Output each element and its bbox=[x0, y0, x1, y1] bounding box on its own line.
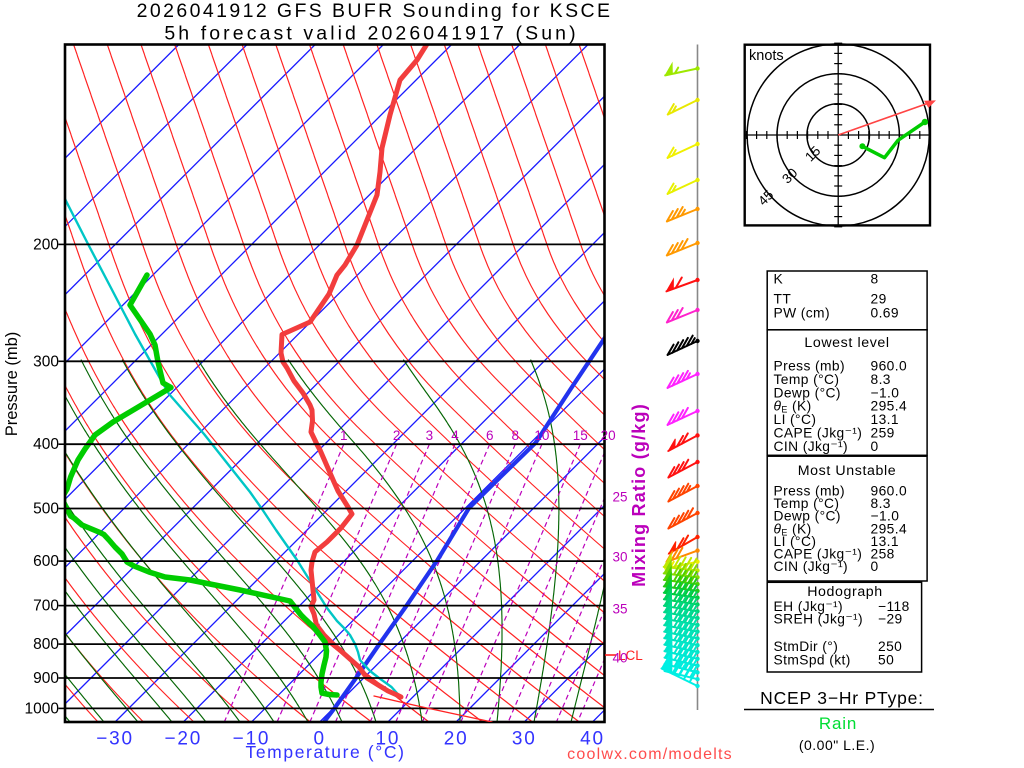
svg-text:10: 10 bbox=[534, 428, 549, 443]
svg-text:6: 6 bbox=[486, 428, 494, 443]
svg-text:knots: knots bbox=[749, 48, 784, 64]
svg-text:CIN (Jkg⁻¹): CIN (Jkg⁻¹) bbox=[774, 439, 849, 454]
svg-text:40: 40 bbox=[580, 729, 605, 750]
svg-text:295.4: 295.4 bbox=[871, 399, 908, 414]
svg-text:960.0: 960.0 bbox=[871, 484, 908, 499]
svg-text:Most Unstable: Most Unstable bbox=[798, 463, 896, 479]
svg-text:0: 0 bbox=[871, 559, 879, 574]
svg-text:coolwx.com/modelts: coolwx.com/modelts bbox=[567, 746, 733, 763]
svg-text:NCEP 3−Hr PType:: NCEP 3−Hr PType: bbox=[760, 688, 924, 708]
svg-text:5h forecast valid 2026041917 (: 5h forecast valid 2026041917 (Sun) bbox=[164, 23, 578, 45]
svg-text:0.69: 0.69 bbox=[871, 306, 899, 321]
svg-text:−30: −30 bbox=[96, 729, 134, 750]
svg-text:200: 200 bbox=[33, 236, 59, 253]
svg-text:−20: −20 bbox=[164, 729, 202, 750]
svg-text:258: 258 bbox=[871, 547, 895, 562]
svg-text:−1.0: −1.0 bbox=[871, 509, 900, 524]
svg-text:30: 30 bbox=[512, 729, 537, 750]
svg-text:13.1: 13.1 bbox=[871, 534, 899, 549]
svg-text:15: 15 bbox=[573, 428, 588, 443]
svg-text:LCL: LCL bbox=[618, 648, 643, 663]
svg-text:3: 3 bbox=[426, 428, 434, 443]
svg-text:StmSpd (kt): StmSpd (kt) bbox=[774, 652, 851, 667]
svg-text:K: K bbox=[774, 272, 784, 287]
svg-text:θE (K): θE (K) bbox=[774, 521, 812, 537]
svg-text:LI (°C): LI (°C) bbox=[774, 534, 817, 549]
svg-text:CIN (Jkg⁻¹): CIN (Jkg⁻¹) bbox=[774, 559, 849, 574]
svg-text:40: 40 bbox=[612, 651, 627, 666]
svg-text:800: 800 bbox=[33, 636, 59, 653]
svg-text:4: 4 bbox=[451, 428, 459, 443]
svg-text:500: 500 bbox=[33, 501, 59, 518]
svg-text:SREH (Jkg⁻¹): SREH (Jkg⁻¹) bbox=[774, 612, 864, 627]
svg-text:20: 20 bbox=[601, 428, 616, 443]
svg-text:10: 10 bbox=[376, 729, 401, 750]
svg-text:300: 300 bbox=[33, 353, 59, 370]
svg-text:CAPE (Jkg⁻¹): CAPE (Jkg⁻¹) bbox=[774, 426, 863, 441]
svg-text:−10: −10 bbox=[233, 729, 271, 750]
svg-text:TT: TT bbox=[774, 292, 792, 307]
svg-text:Lowest level: Lowest level bbox=[804, 335, 889, 351]
svg-text:Temp (°C): Temp (°C) bbox=[774, 496, 840, 511]
svg-text:1: 1 bbox=[340, 428, 348, 443]
svg-text:(0.00" L.E.): (0.00" L.E.) bbox=[799, 737, 875, 753]
svg-text:PW (cm): PW (cm) bbox=[774, 306, 830, 321]
svg-text:EH (Jkg⁻¹): EH (Jkg⁻¹) bbox=[774, 599, 844, 614]
svg-text:29: 29 bbox=[871, 292, 887, 307]
svg-text:Press (mb): Press (mb) bbox=[774, 359, 845, 374]
svg-text:−1.0: −1.0 bbox=[871, 385, 900, 400]
svg-text:8.3: 8.3 bbox=[871, 496, 891, 511]
svg-text:Press (mb): Press (mb) bbox=[774, 484, 845, 499]
svg-text:2: 2 bbox=[393, 428, 401, 443]
svg-text:Temperature (°C): Temperature (°C) bbox=[246, 742, 406, 762]
svg-text:2026041912 GFS BUFR Sounding f: 2026041912 GFS BUFR Sounding for KSCE bbox=[137, 0, 613, 22]
svg-text:8: 8 bbox=[871, 272, 879, 287]
svg-text:−118: −118 bbox=[878, 599, 910, 614]
svg-text:LI (°C): LI (°C) bbox=[774, 412, 817, 427]
svg-text:StmDir (°): StmDir (°) bbox=[774, 639, 839, 654]
svg-text:30: 30 bbox=[612, 550, 627, 565]
svg-text:θE (K): θE (K) bbox=[774, 399, 812, 415]
svg-text:700: 700 bbox=[33, 598, 59, 615]
svg-text:Temp (°C): Temp (°C) bbox=[774, 372, 840, 387]
svg-text:35: 35 bbox=[612, 602, 627, 617]
svg-text:CAPE (Jkg⁻¹): CAPE (Jkg⁻¹) bbox=[774, 547, 863, 562]
svg-text:0: 0 bbox=[314, 729, 326, 750]
svg-text:Rain: Rain bbox=[819, 714, 857, 733]
svg-text:Dewp (°C): Dewp (°C) bbox=[774, 385, 841, 400]
svg-text:8.3: 8.3 bbox=[871, 372, 891, 387]
svg-text:50: 50 bbox=[878, 652, 894, 667]
svg-text:400: 400 bbox=[33, 436, 59, 453]
svg-text:Mixing Ratio (g/kg): Mixing Ratio (g/kg) bbox=[629, 403, 649, 587]
svg-text:295.4: 295.4 bbox=[871, 521, 908, 536]
svg-text:20: 20 bbox=[444, 729, 469, 750]
svg-text:0: 0 bbox=[871, 439, 879, 454]
svg-text:1000: 1000 bbox=[25, 700, 60, 717]
svg-text:Dewp (°C): Dewp (°C) bbox=[774, 509, 841, 524]
svg-text:900: 900 bbox=[33, 670, 59, 687]
svg-text:−29: −29 bbox=[878, 612, 903, 627]
svg-text:600: 600 bbox=[33, 553, 59, 570]
svg-text:250: 250 bbox=[878, 639, 902, 654]
svg-text:Hodograph: Hodograph bbox=[807, 584, 883, 600]
svg-text:13.1: 13.1 bbox=[871, 412, 899, 427]
svg-text:960.0: 960.0 bbox=[871, 359, 908, 374]
svg-text:Pressure (mb): Pressure (mb) bbox=[3, 332, 21, 437]
svg-text:25: 25 bbox=[612, 490, 627, 505]
svg-text:259: 259 bbox=[871, 426, 895, 441]
svg-text:8: 8 bbox=[512, 428, 520, 443]
